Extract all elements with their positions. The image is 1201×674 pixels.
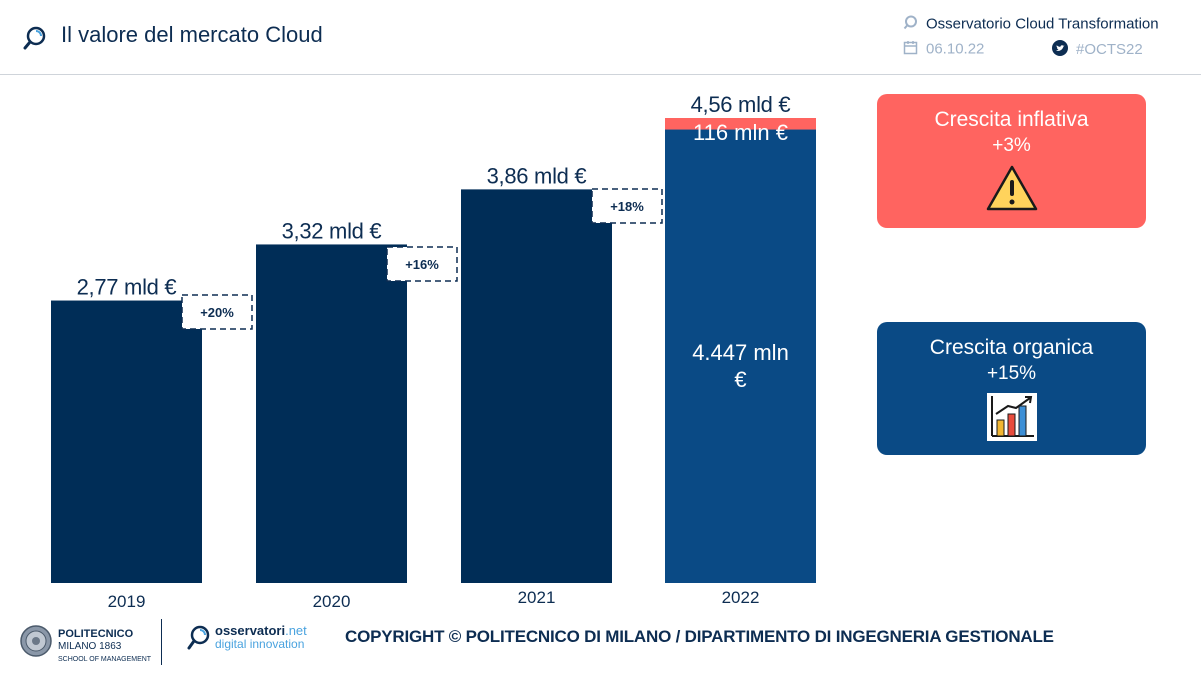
bar-2019	[51, 300, 202, 583]
growth-chart-icon	[986, 393, 1037, 441]
organic-card-title: Crescita organica	[929, 336, 1094, 359]
bar-chart: 2,77 mld € 2019 +20% 3,32 mld € 2020 +16% 3,86…	[51, 92, 816, 611]
osservatori-domain: .net	[285, 623, 307, 638]
year-label-2020: 2020	[313, 592, 351, 611]
warning-icon	[986, 165, 1037, 211]
magnifier-small-icon	[903, 15, 918, 34]
hashtag-label: #OCTS22	[1076, 40, 1143, 58]
bar-2020	[256, 244, 407, 583]
twitter-icon	[1052, 40, 1068, 60]
value-label-2019: 2,77 mld €	[77, 275, 177, 300]
osservatori-logo-icon	[187, 625, 210, 650]
year-label-2021: 2021	[518, 588, 556, 607]
value-label-2022: 4,56 mld €	[691, 92, 791, 117]
growth-box-2022	[591, 188, 663, 224]
politecnico-sub1: MILANO 1863	[58, 641, 122, 652]
observatory-name: Osservatorio Cloud Transformation	[903, 15, 1159, 34]
osservatori-name: osservatori	[215, 623, 286, 638]
calendar-icon	[903, 40, 918, 59]
politecnico-seal-icon	[20, 625, 52, 657]
organic-growth-card: Crescita organica +15%	[877, 322, 1146, 455]
event-date: 06.10.22	[903, 40, 984, 59]
segment-label-inflation: 116 mln €	[693, 120, 788, 145]
value-label-2021: 3,86 mld €	[487, 163, 587, 188]
growth-label-2022: +18%	[610, 199, 644, 214]
magnifier-icon	[23, 26, 46, 50]
header: Il valore del mercato Cloud Osservatorio…	[0, 0, 1201, 75]
event-hashtag[interactable]: #OCTS22	[1052, 40, 1143, 60]
growth-box-2021	[386, 246, 458, 282]
growth-label-2020: +20%	[200, 305, 234, 320]
copyright-notice: COPYRIGHT © POLITECNICO DI MILANO / DIPA…	[345, 627, 1054, 646]
organic-card-value: +15%	[986, 363, 1037, 384]
politecnico-logo-text: POLITECNICO MILANO 1863 SCHOOL OF MANAGE…	[58, 628, 151, 666]
growth-label-2021: +16%	[405, 257, 439, 272]
inflation-card-title: Crescita inflativa	[934, 108, 1089, 131]
observatory-label: Osservatorio Cloud Transformation	[926, 15, 1159, 33]
year-label-2019: 2019	[108, 592, 146, 611]
bar-2022-organic	[665, 129, 816, 584]
politecnico-name: POLITECNICO	[58, 628, 134, 640]
osservatori-logo-text: osservatori.net digital innovation	[215, 624, 307, 651]
bar-2022-inflation	[665, 118, 816, 130]
footer-divider	[161, 619, 162, 665]
inflation-card-value: +3%	[992, 135, 1031, 156]
page-title: Il valore del mercato Cloud	[61, 22, 323, 47]
date-label: 06.10.22	[926, 40, 985, 58]
inflation-growth-card: Crescita inflativa +3%	[877, 94, 1146, 228]
bar-2021	[461, 189, 612, 583]
politecnico-sub2: SCHOOL OF MANAGEMENT	[58, 656, 152, 663]
osservatori-sub: digital innovation	[215, 637, 305, 651]
segment-label-organic: 4.447 mln €	[692, 340, 789, 392]
value-label-2020: 3,32 mld €	[282, 218, 382, 243]
growth-box-2020	[181, 294, 253, 330]
year-label-2022: 2022	[722, 588, 760, 607]
